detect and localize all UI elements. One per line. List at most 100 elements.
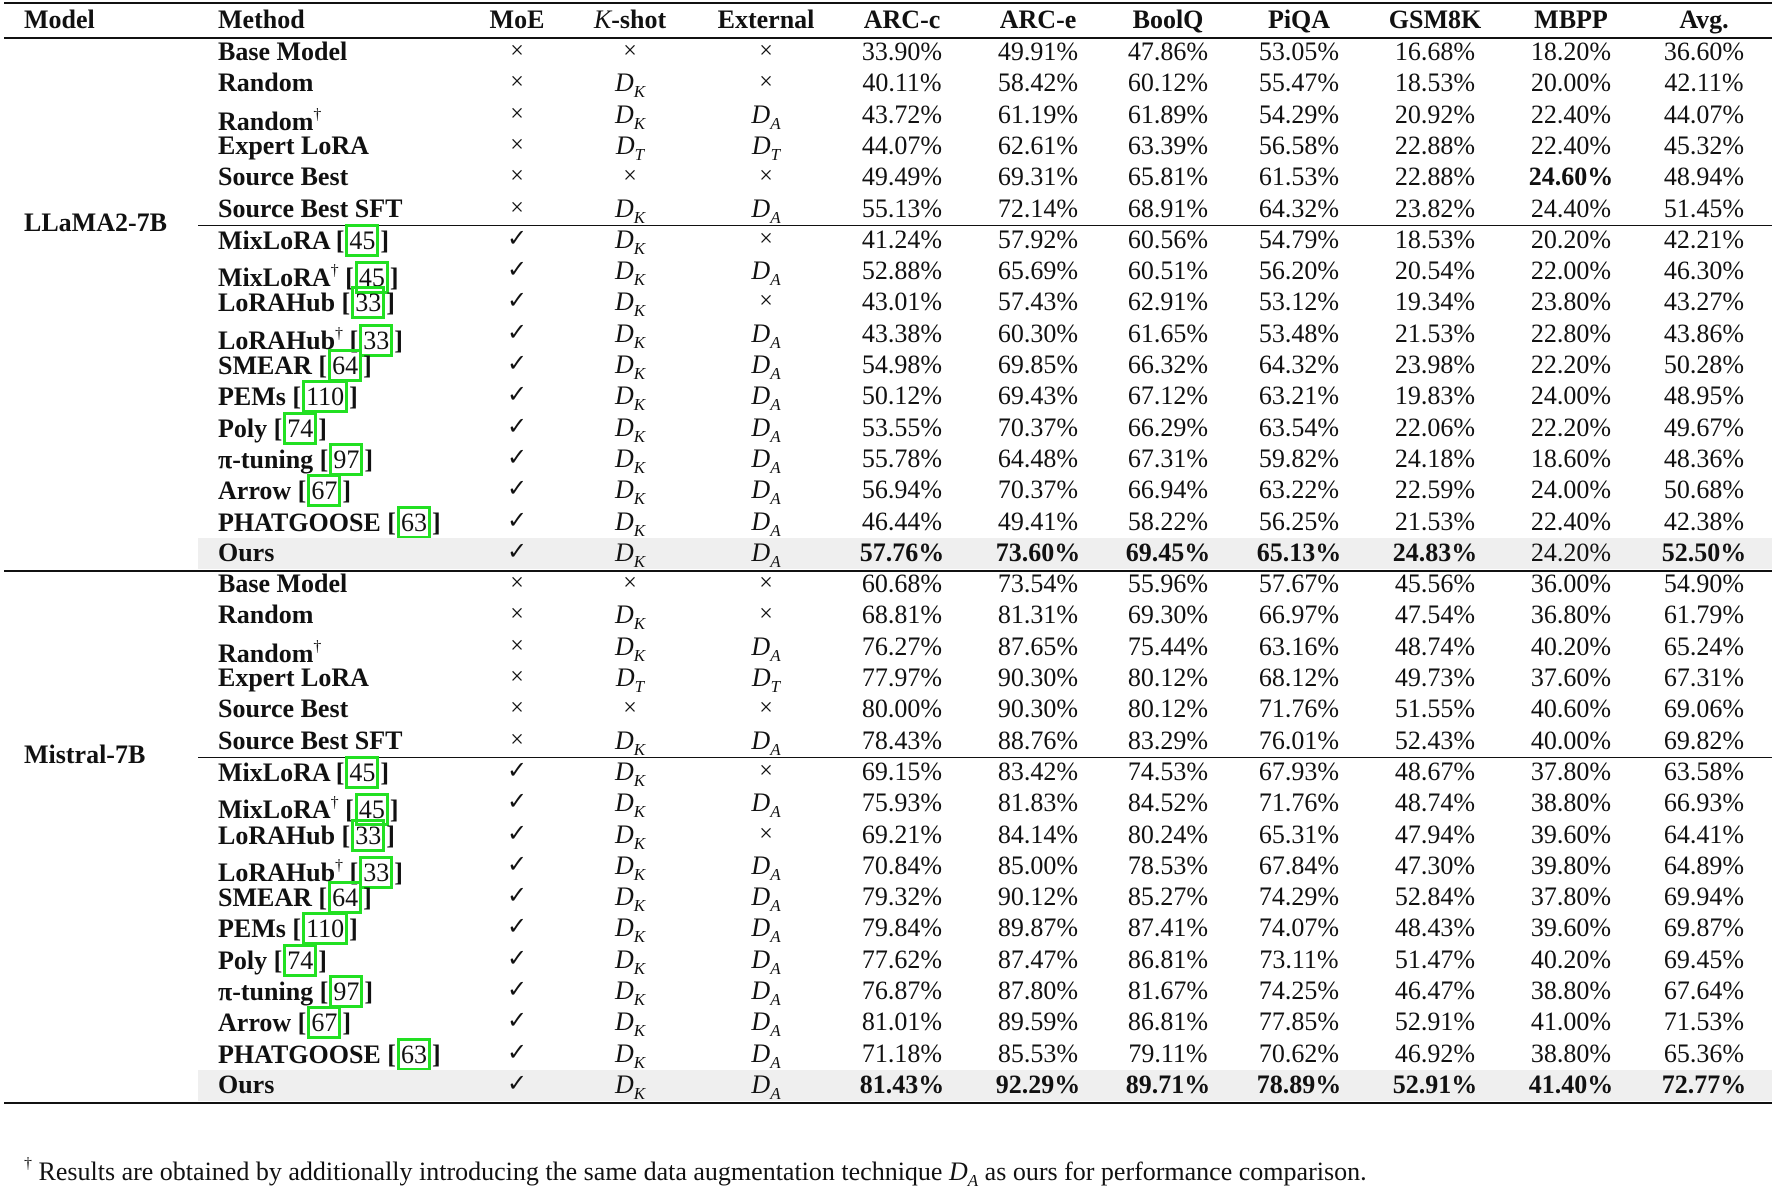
method-name: PHATGOOSE (218, 1039, 381, 1069)
avg-value: 69.87% (1663, 913, 1745, 943)
top-rule (4, 2, 1772, 4)
moe-cell: ✓ (506, 288, 528, 315)
citation-link[interactable]: 45 (345, 223, 380, 257)
mbpp-value: 24.20% (1530, 537, 1612, 567)
kshot-symbol: D (614, 725, 634, 755)
avg-value: 50.28% (1663, 350, 1745, 379)
arcc-value: 43.72% (861, 99, 943, 129)
gsm8k-value: 20.92% (1394, 99, 1476, 129)
kshot-cell: DK (615, 537, 645, 577)
piqa-value: 71.76% (1258, 788, 1340, 818)
citation-link[interactable]: 63 (396, 505, 431, 539)
kshot-cell: DK (615, 912, 645, 952)
kshot-symbol: D (614, 913, 634, 943)
method-cell: PHATGOOSE [63] (218, 1037, 441, 1071)
citation-link[interactable]: 63 (396, 1037, 431, 1071)
boolq-value: 79.11% (1128, 1038, 1208, 1068)
citation-link[interactable]: 74 (283, 411, 318, 445)
kshot-cell: DK (615, 975, 645, 1015)
mbpp-value: 39.60% (1530, 913, 1612, 943)
piqa-value: 59.82% (1258, 443, 1340, 473)
piqa-value: 74.07% (1258, 913, 1340, 943)
external-cell: DT (752, 130, 780, 170)
arcc-value: 81.01% (861, 1007, 943, 1037)
kshot-sub: K (633, 645, 646, 665)
external-cell: DA (751, 725, 780, 765)
external-cell: × (759, 288, 773, 315)
citation-link[interactable]: 64 (328, 349, 363, 382)
avg-value: 64.89% (1663, 850, 1745, 880)
kshot-symbol: D (614, 819, 634, 849)
kshot-cell: × (623, 38, 637, 64)
table-row: Ours ✓ DK DA 57.76% 73.60% 69.45% 65.13% 24.83% 2… (0, 537, 1772, 571)
kshot-cell: DT (616, 662, 644, 702)
mbpp-value: 38.80% (1530, 976, 1612, 1005)
citation-link[interactable]: 74 (283, 943, 318, 977)
piqa-value: 71.76% (1258, 694, 1340, 724)
citation-link[interactable]: 33 (351, 286, 386, 320)
external-symbol: D (751, 725, 771, 755)
external-cell: × (759, 757, 773, 784)
mbpp-value: 40.20% (1530, 631, 1612, 661)
kshot-cell: DK (615, 99, 645, 139)
table-row: MixLoRA [45] ✓ DK × 41.24% 57.92% 60.56% 54.79%… (0, 223, 1772, 258)
kshot-sub: K (633, 1021, 646, 1041)
dagger-mark: † (313, 105, 322, 123)
piqa-value: 68.12% (1258, 663, 1340, 692)
moe-cell: × (510, 194, 524, 221)
kshot-symbol: D (614, 68, 634, 98)
mbpp-value: 40.00% (1530, 725, 1612, 755)
table-row: Poly [74] ✓ DK DA 53.55% 70.37% 66.29% 63.54% 22… (0, 411, 1772, 446)
arcc-value: 50.12% (861, 381, 943, 411)
citation-link[interactable]: 110 (302, 380, 349, 414)
citation-link[interactable]: 33 (359, 323, 394, 357)
method-name: MixLoRA (218, 225, 330, 255)
boolq-value: 80.12% (1127, 694, 1209, 724)
external-sub: A (770, 332, 781, 352)
gsm8k-value: 22.06% (1394, 412, 1476, 442)
citation-link[interactable]: 97 (329, 442, 364, 476)
avg-value: 65.36% (1663, 1038, 1745, 1068)
gsm8k-value: 16.68% (1394, 37, 1476, 66)
footnote-text-before: Results are obtained by additionally int… (38, 1157, 949, 1186)
table-row: Arrow [67] ✓ DK DA 56.94% 70.37% 66.94% 63.22% 2… (0, 474, 1772, 508)
citation-link[interactable]: 67 (307, 1006, 342, 1040)
arcc-value: 54.98% (861, 350, 943, 379)
moe-cell: × (510, 695, 524, 722)
citation-link[interactable]: 33 (351, 818, 386, 852)
bottom-rule (4, 1102, 1772, 1104)
gsm8k-value: 52.84% (1394, 882, 1476, 912)
method-cell: Arrow [67] (218, 1006, 352, 1040)
method-name: Base Model (218, 37, 348, 66)
gsm8k-value: 23.82% (1394, 193, 1476, 223)
citation-link[interactable]: 97 (329, 975, 364, 1008)
external-cell: DA (751, 944, 780, 984)
method-cell: Ours (218, 1069, 274, 1100)
citation-link[interactable]: 64 (328, 881, 363, 915)
moe-cell: × (510, 632, 524, 659)
gsm8k-value: 18.53% (1394, 224, 1476, 254)
citation-link[interactable]: 45 (345, 755, 380, 789)
gsm8k-value: 51.55% (1394, 694, 1476, 724)
citation-link[interactable]: 67 (307, 474, 342, 508)
external-cell: DA (751, 912, 780, 952)
method-cell: PHATGOOSE [63] (218, 505, 441, 539)
piqa-value: 65.13% (1256, 537, 1342, 567)
citation-link[interactable]: 110 (302, 912, 349, 946)
kshot-cell: DK (615, 318, 645, 358)
arce-value: 70.37% (997, 475, 1079, 505)
method-name: Source Best SFT (218, 725, 403, 755)
avg-value: 64.41% (1663, 819, 1745, 849)
external-symbol: D (751, 788, 771, 818)
arcc-value: 55.78% (861, 443, 943, 473)
boolq-value: 74.53% (1127, 756, 1209, 786)
citation-link[interactable]: 33 (359, 855, 394, 889)
kshot-sub: T (634, 144, 645, 164)
gsm8k-value: 24.18% (1394, 443, 1476, 473)
boolq-value: 65.81% (1127, 162, 1209, 192)
arcc-value: 41.24% (861, 224, 943, 254)
kshot-cell: DK (615, 193, 645, 233)
kshot-sub: K (633, 927, 646, 947)
mbpp-value: 40.60% (1530, 694, 1612, 724)
boolq-value: 86.81% (1127, 944, 1209, 974)
